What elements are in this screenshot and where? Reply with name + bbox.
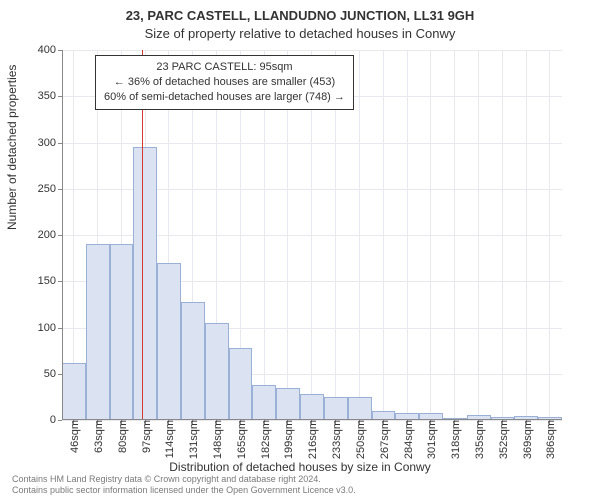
annotation-box: 23 PARC CASTELL: 95sqm ← 36% of detached… <box>95 55 354 110</box>
histogram-bar <box>276 388 300 420</box>
x-tick-label: 335sqm <box>470 420 486 459</box>
chart-title-main: 23, PARC CASTELL, LLANDUDNO JUNCTION, LL… <box>0 8 600 23</box>
y-tick-label: 50 <box>44 368 62 380</box>
grid-line-vertical <box>407 50 408 420</box>
histogram-bar <box>181 302 205 420</box>
x-tick-label: 369sqm <box>518 420 534 459</box>
histogram-bar <box>62 363 86 420</box>
x-tick-label: 386sqm <box>541 420 557 459</box>
histogram-chart: 23, PARC CASTELL, LLANDUDNO JUNCTION, LL… <box>0 0 600 500</box>
footer-line-1: Contains HM Land Registry data © Crown c… <box>12 474 356 485</box>
x-tick-label: 80sqm <box>113 420 129 453</box>
histogram-bar <box>157 263 181 420</box>
y-tick-label: 150 <box>38 275 62 287</box>
x-tick-label: 233sqm <box>327 420 343 459</box>
x-tick-label: 148sqm <box>208 420 224 459</box>
y-tick-label: 0 <box>50 414 62 426</box>
x-tick-label: 352sqm <box>494 420 510 459</box>
annotation-line-1: 23 PARC CASTELL: 95sqm <box>104 60 345 75</box>
x-tick-label: 63sqm <box>89 420 105 453</box>
grid-line-vertical <box>454 50 455 420</box>
y-tick-label: 400 <box>38 44 62 56</box>
y-tick-label: 250 <box>38 183 62 195</box>
grid-line-vertical <box>549 50 550 420</box>
histogram-bar <box>348 397 372 420</box>
x-tick-label: 182sqm <box>256 420 272 459</box>
y-axis-line <box>62 50 63 420</box>
x-tick-label: 318sqm <box>446 420 462 459</box>
x-tick-label: 46sqm <box>65 420 81 453</box>
histogram-bar <box>86 244 110 420</box>
histogram-bar <box>300 394 324 420</box>
grid-line-vertical <box>502 50 503 420</box>
histogram-bar <box>110 244 134 420</box>
grid-line-vertical <box>430 50 431 420</box>
footer-attribution: Contains HM Land Registry data © Crown c… <box>12 474 356 496</box>
histogram-bar <box>252 385 276 420</box>
annotation-line-2: ← 36% of detached houses are smaller (45… <box>104 75 345 90</box>
histogram-bar <box>205 323 229 420</box>
grid-line-vertical <box>478 50 479 420</box>
x-tick-label: 97sqm <box>137 420 153 453</box>
x-tick-label: 267sqm <box>375 420 391 459</box>
y-tick-label: 100 <box>38 322 62 334</box>
y-tick-label: 350 <box>38 90 62 102</box>
x-tick-label: 284sqm <box>399 420 415 459</box>
x-tick-label: 301sqm <box>422 420 438 459</box>
histogram-bar <box>229 348 253 420</box>
x-tick-label: 199sqm <box>279 420 295 459</box>
x-tick-label: 216sqm <box>303 420 319 459</box>
x-tick-label: 114sqm <box>160 420 176 458</box>
y-tick-label: 200 <box>38 229 62 241</box>
x-tick-label: 250sqm <box>351 420 367 459</box>
histogram-bar <box>324 397 348 420</box>
grid-line-vertical <box>359 50 360 420</box>
chart-title-sub: Size of property relative to detached ho… <box>0 26 600 41</box>
grid-line-vertical <box>383 50 384 420</box>
y-tick-label: 300 <box>38 137 62 149</box>
y-axis-label: Number of detached properties <box>5 65 19 230</box>
x-axis-line <box>62 419 562 420</box>
footer-line-2: Contains public sector information licen… <box>12 485 356 496</box>
x-axis-label: Distribution of detached houses by size … <box>0 460 600 474</box>
annotation-line-3: 60% of semi-detached houses are larger (… <box>104 90 345 105</box>
x-tick-label: 131sqm <box>184 420 200 459</box>
x-tick-label: 165sqm <box>232 420 248 459</box>
grid-line-vertical <box>526 50 527 420</box>
histogram-bar <box>133 147 157 420</box>
